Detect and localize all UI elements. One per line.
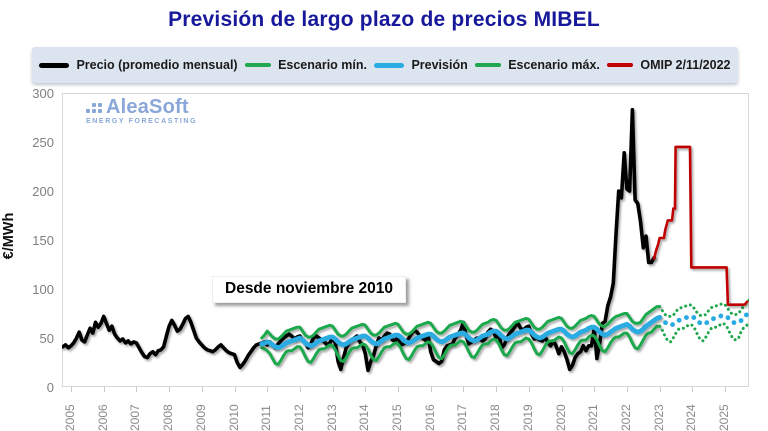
series-escenario-m-n-forecast-dotted — [658, 320, 749, 344]
legend-item-2: Previsión — [374, 58, 468, 72]
x-tick-mark — [528, 387, 530, 392]
y-tick-label: 100 — [32, 281, 54, 297]
series-escenario-m-x-forecast-dotted — [658, 298, 749, 318]
series-escenario-m-x — [260, 305, 662, 341]
legend-label: Escenario máx. — [508, 58, 600, 72]
x-tick-mark — [430, 387, 432, 392]
x-tick-mark — [561, 387, 563, 392]
watermark-brand: AleaSoft — [106, 96, 189, 118]
x-tick-mark — [725, 387, 726, 392]
legend-swatch-icon — [39, 62, 70, 68]
series-previsi-n-forecast-dotted — [657, 309, 749, 328]
y-tick-label: 50 — [39, 330, 54, 346]
y-tick-label: 200 — [32, 183, 54, 199]
y-tick-label: 0 — [46, 379, 54, 395]
legend-item-1: Escenario mín. — [245, 58, 367, 72]
x-tick-mark — [496, 387, 498, 392]
series-omip-2-11-2022 — [652, 145, 749, 306]
y-tick-label: 250 — [32, 134, 54, 150]
x-tick-mark — [299, 387, 301, 392]
x-tick-mark — [71, 387, 72, 392]
x-tick-mark — [267, 387, 269, 392]
series-escenario-m-n — [260, 324, 662, 366]
x-tick-mark — [332, 387, 334, 392]
x-tick-mark — [234, 387, 236, 392]
chart-title: Previsión de largo plazo de precios MIBE… — [168, 8, 600, 31]
x-tick-mark — [594, 387, 596, 392]
x-tick-mark — [398, 387, 399, 392]
x-tick-mark — [169, 387, 171, 392]
x-tick-mark — [136, 387, 138, 392]
legend-swatch-icon — [245, 63, 272, 67]
legend-item-4: OMIP 2/11/2022 — [607, 58, 730, 72]
watermark-tagline: ENERGY FORECASTING — [86, 118, 198, 125]
x-tick-mark — [463, 387, 465, 392]
legend-label: Escenario mín. — [278, 58, 367, 72]
legend-label: OMIP 2/11/2022 — [640, 58, 731, 72]
y-tick-label: 150 — [32, 232, 54, 248]
x-tick-mark — [626, 387, 628, 392]
legend-swatch-icon — [607, 63, 634, 67]
x-tick-mark — [659, 387, 661, 392]
chart-legend: Precio (promedio mensual) Escenario mín. P… — [32, 47, 738, 83]
legend-label: Precio (promedio mensual) — [76, 58, 238, 72]
legend-item-0: Precio (promedio mensual) — [39, 58, 238, 72]
legend-item-3: Escenario máx. — [475, 58, 600, 72]
legend-swatch-icon — [374, 62, 405, 68]
x-tick-mark — [365, 387, 367, 392]
series-previsi-n — [259, 315, 662, 351]
x-tick-mark — [201, 387, 203, 392]
y-tick-label: 300 — [32, 85, 54, 101]
legend-label: Previsión — [411, 58, 468, 72]
aleasoft-dots-icon — [86, 103, 102, 117]
annotation-box: Desde noviembre 2010 — [212, 276, 407, 303]
aleasoft-watermark: AleaSoft ENERGY FORECASTING — [86, 97, 197, 125]
x-tick-mark — [692, 387, 694, 392]
legend-swatch-icon — [475, 63, 502, 67]
x-tick-mark — [103, 387, 105, 392]
